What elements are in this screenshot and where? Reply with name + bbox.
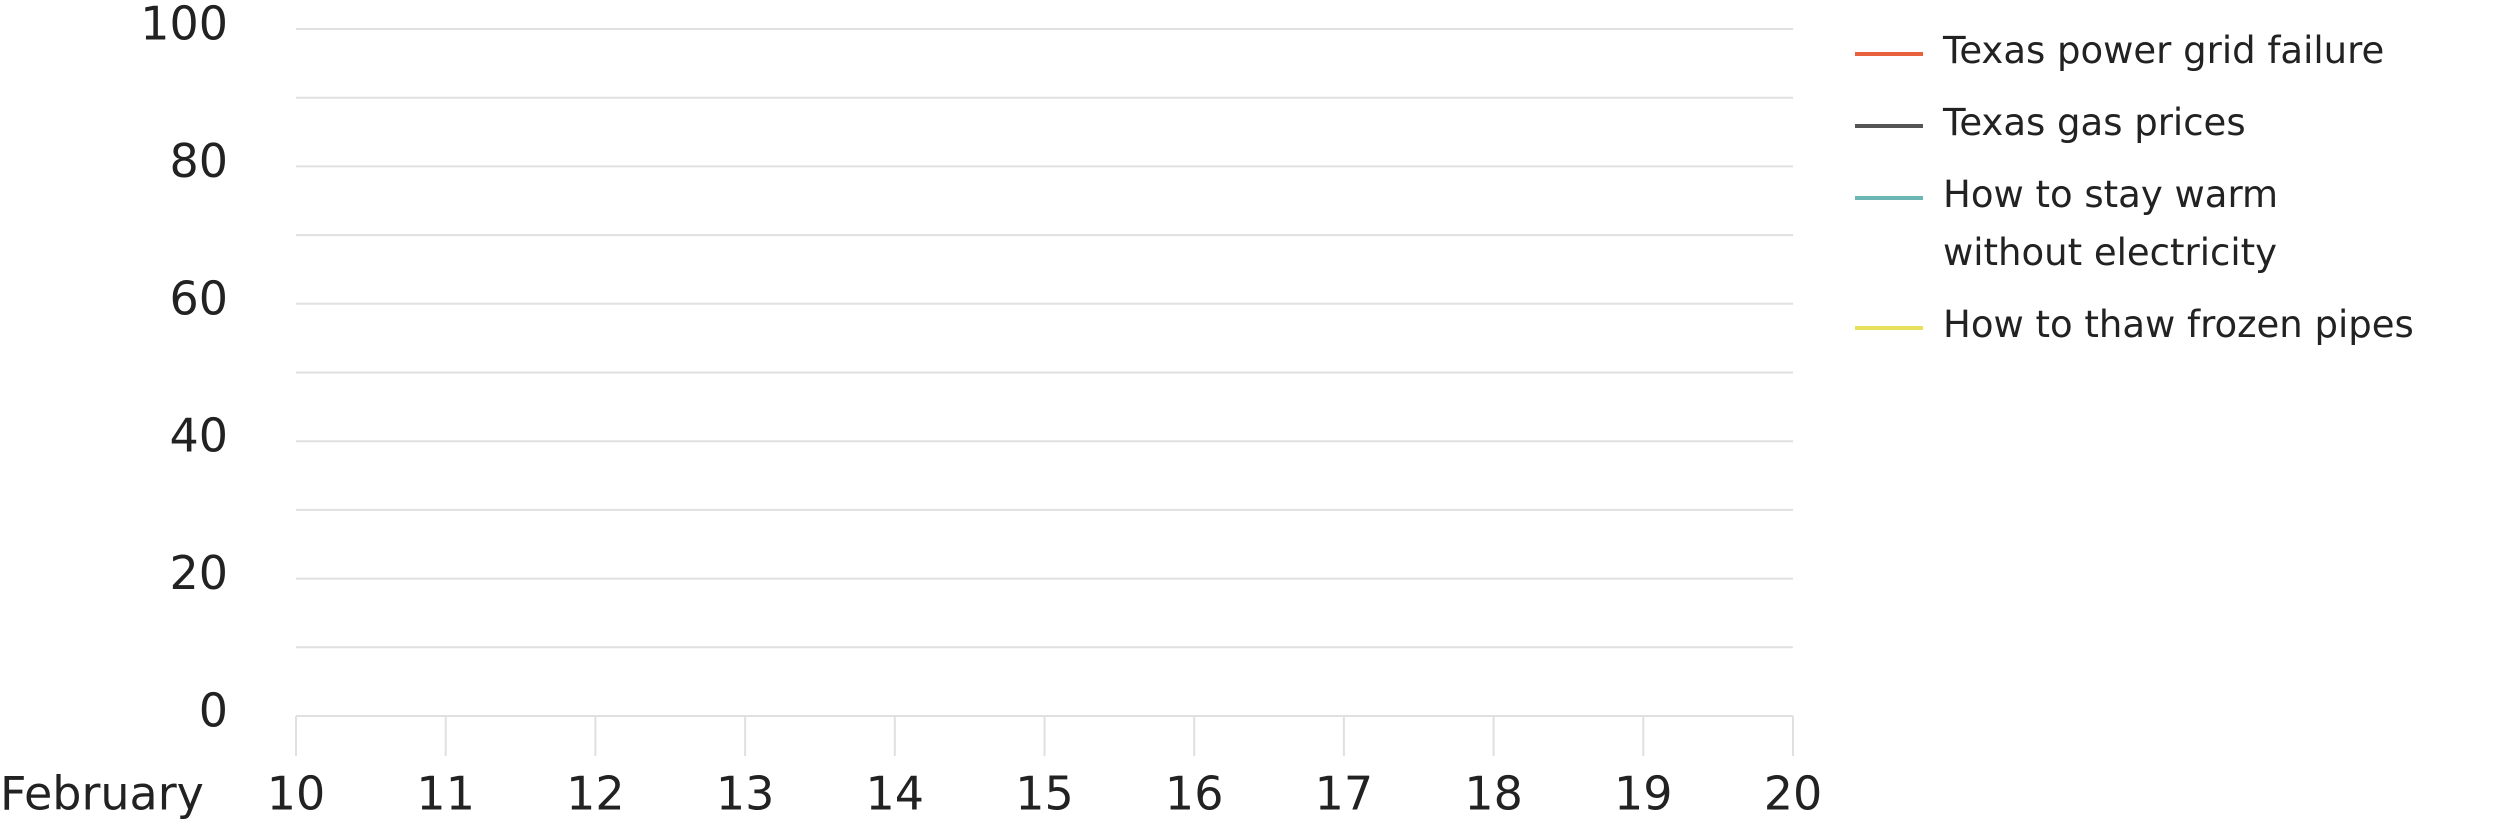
legend-item: How to stay warm without electricity bbox=[1855, 166, 2496, 282]
y-tick-label: 80 bbox=[169, 134, 228, 188]
x-tick-label: 16 bbox=[1165, 767, 1224, 821]
y-tick-label: 0 bbox=[199, 684, 228, 738]
legend-swatch bbox=[1855, 124, 1923, 128]
x-tick-label: 15 bbox=[1015, 767, 1074, 821]
y-tick-label: 40 bbox=[169, 409, 228, 463]
y-tick-label: 20 bbox=[169, 546, 228, 600]
legend-label: How to stay warm without electricity bbox=[1943, 173, 2279, 274]
y-tick-label: 60 bbox=[169, 271, 228, 325]
legend-swatch bbox=[1855, 52, 1923, 56]
legend-label: How to thaw frozen pipes bbox=[1943, 303, 2414, 346]
x-tick-label: 13 bbox=[716, 767, 775, 821]
legend-item: How to thaw frozen pipes bbox=[1855, 296, 2496, 354]
legend-label: Texas gas prices bbox=[1943, 101, 2246, 144]
x-tick-label: 18 bbox=[1464, 767, 1523, 821]
x-tick-label: 11 bbox=[416, 767, 475, 821]
legend-swatch bbox=[1855, 326, 1923, 330]
x-axis-label: February bbox=[0, 767, 204, 821]
x-tick-label: 12 bbox=[566, 767, 625, 821]
x-tick-label: 14 bbox=[866, 767, 925, 821]
legend-label: Texas power grid failure bbox=[1943, 29, 2385, 72]
x-tick-label: 17 bbox=[1315, 767, 1374, 821]
x-tick-label: 10 bbox=[267, 767, 326, 821]
legend: Texas power grid failure Texas gas prices… bbox=[1855, 22, 2496, 368]
legend-item: Texas gas prices bbox=[1855, 94, 2496, 152]
y-tick-label: 100 bbox=[140, 0, 228, 51]
x-tick-label: 20 bbox=[1764, 767, 1823, 821]
x-tick-label: 19 bbox=[1614, 767, 1673, 821]
legend-swatch bbox=[1855, 196, 1923, 200]
chart: February 0 20 40 60 80 100 10 11 12 13 14 15 16 17 18 1… bbox=[0, 0, 1823, 821]
legend-item: Texas power grid failure bbox=[1855, 22, 2496, 80]
